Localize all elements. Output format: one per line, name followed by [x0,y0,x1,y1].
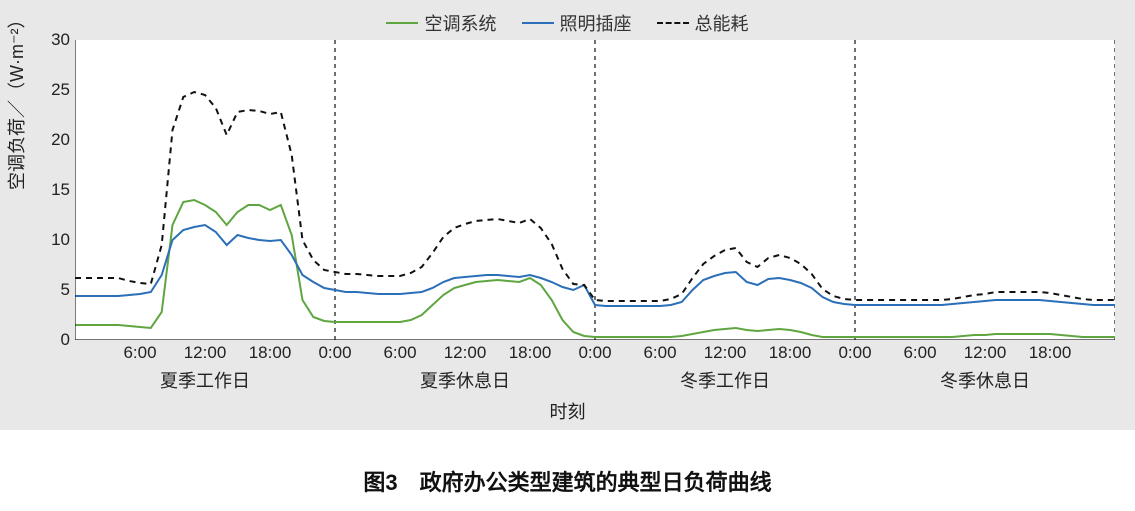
y-tick-label: 10 [30,230,70,250]
x-tick-label: 6:00 [903,343,936,363]
figure-container: 空调系统 照明插座 总能耗 空调负荷／（W·m⁻²） 051015202530 … [0,0,1135,511]
legend-item-total: 总能耗 [657,10,749,36]
section-label: 夏季工作日 [160,367,250,393]
legend-swatch-lighting [522,22,554,24]
section-label: 冬季工作日 [680,367,770,393]
y-tick-label: 25 [30,80,70,100]
legend-label-total: 总能耗 [695,10,749,36]
legend-item-hvac: 空调系统 [386,10,496,36]
x-tick-label: 18:00 [769,343,812,363]
legend-label-lighting: 照明插座 [560,10,632,36]
x-tick-label: 0:00 [318,343,351,363]
legend-label-hvac: 空调系统 [424,10,496,36]
x-tick-label: 18:00 [249,343,292,363]
x-tick-label: 6:00 [383,343,416,363]
legend: 空调系统 照明插座 总能耗 [0,8,1135,36]
chart-background: 空调系统 照明插座 总能耗 空调负荷／（W·m⁻²） 051015202530 … [0,0,1135,430]
x-tick-label: 12:00 [184,343,227,363]
x-tick-label: 18:00 [509,343,552,363]
x-axis-title: 时刻 [0,398,1135,424]
plot-region [75,40,1115,340]
y-tick-label: 0 [30,330,70,350]
y-tick-label: 5 [30,280,70,300]
y-tick-label: 15 [30,180,70,200]
x-tick-label: 18:00 [1029,343,1072,363]
x-tick-label: 6:00 [643,343,676,363]
figure-caption: 图3 政府办公类型建筑的典型日负荷曲线 [0,465,1135,497]
y-axis-label: 空调负荷／（W·m⁻²） [3,11,29,190]
x-tick-label: 6:00 [123,343,156,363]
x-tick-label: 0:00 [838,343,871,363]
x-tick-label: 12:00 [444,343,487,363]
series-hvac [75,200,1115,337]
legend-item-lighting: 照明插座 [522,10,632,36]
section-label: 冬季休息日 [940,367,1030,393]
section-label: 夏季休息日 [420,367,510,393]
x-tick-label: 12:00 [704,343,747,363]
x-tick-label: 0:00 [578,343,611,363]
y-tick-label: 30 [30,30,70,50]
y-tick-label: 20 [30,130,70,150]
plot-svg [75,40,1115,340]
legend-swatch-hvac [386,22,418,24]
x-tick-label: 12:00 [964,343,1007,363]
legend-swatch-total [657,22,689,24]
